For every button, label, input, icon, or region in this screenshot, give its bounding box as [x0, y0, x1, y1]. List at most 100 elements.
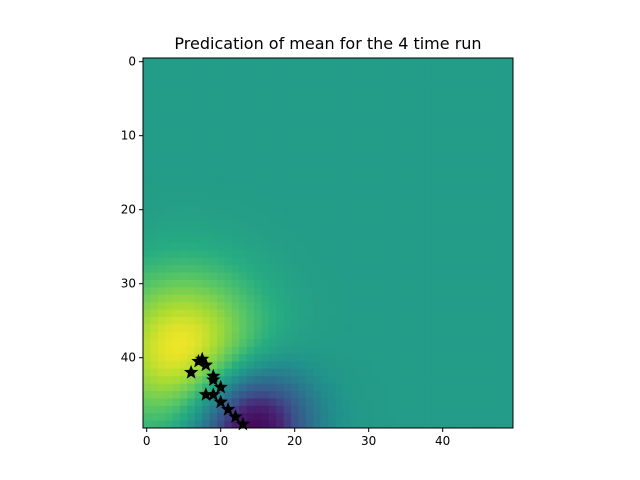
- heatmap-cell: [172, 324, 181, 333]
- heatmap-cell: [328, 161, 336, 170]
- heatmap-cell: [379, 176, 388, 185]
- heatmap-cell: [209, 354, 218, 362]
- heatmap-cell: [379, 317, 388, 325]
- heatmap-cell: [372, 368, 381, 377]
- heatmap-cell: [268, 250, 277, 259]
- heatmap-cell: [505, 213, 514, 222]
- heatmap-cell: [298, 398, 307, 407]
- heatmap-cell: [424, 376, 433, 385]
- heatmap-cell: [187, 124, 196, 133]
- heatmap-cell: [439, 257, 447, 266]
- heatmap-cell: [328, 169, 336, 177]
- heatmap-cell: [291, 346, 299, 355]
- heatmap-cell: [416, 294, 425, 303]
- heatmap-cell: [313, 250, 322, 259]
- heatmap-cell: [194, 280, 203, 288]
- heatmap-cell: [150, 376, 159, 385]
- heatmap-cell: [143, 109, 151, 118]
- heatmap-cell: [261, 132, 270, 140]
- heatmap-cell: [172, 124, 181, 133]
- heatmap-cell: [202, 243, 211, 251]
- heatmap-cell: [387, 294, 396, 303]
- heatmap-cell: [217, 354, 225, 362]
- heatmap-cell: [194, 109, 203, 118]
- heatmap-cell: [268, 294, 277, 303]
- heatmap-cell: [276, 272, 285, 281]
- heatmap-cell: [416, 420, 425, 429]
- heatmap-cell: [217, 376, 225, 385]
- heatmap-cell: [439, 95, 447, 103]
- heatmap-cell: [150, 317, 159, 325]
- heatmap-cell: [372, 183, 381, 192]
- heatmap-cell: [476, 272, 484, 281]
- heatmap-cell: [453, 87, 462, 96]
- heatmap-cell: [468, 132, 477, 140]
- heatmap-cell: [328, 228, 336, 237]
- heatmap-cell: [402, 405, 410, 414]
- heatmap-cell: [372, 213, 381, 222]
- heatmap-cell: [372, 346, 381, 355]
- heatmap-cell: [298, 287, 307, 296]
- heatmap-cell: [246, 72, 255, 81]
- heatmap-cell: [439, 302, 447, 311]
- heatmap-cell: [350, 191, 359, 200]
- heatmap-cell: [217, 161, 225, 170]
- heatmap-cell: [505, 324, 514, 333]
- heatmap-cell: [402, 87, 410, 96]
- heatmap-cell: [490, 243, 499, 251]
- heatmap-cell: [431, 346, 440, 355]
- heatmap-cell: [305, 235, 314, 244]
- heatmap-cell: [150, 420, 159, 429]
- heatmap-cell: [320, 265, 329, 274]
- heatmap-cell: [468, 183, 477, 192]
- heatmap-cell: [409, 161, 418, 170]
- heatmap-cell: [357, 72, 366, 81]
- heatmap-cell: [172, 139, 181, 148]
- heatmap-cell: [276, 124, 285, 133]
- heatmap-cell: [283, 80, 292, 89]
- heatmap-cell: [461, 324, 470, 333]
- heatmap-cell: [180, 206, 188, 214]
- heatmap-cell: [505, 124, 514, 133]
- heatmap-cell: [157, 339, 166, 348]
- heatmap-cell: [350, 383, 359, 392]
- heatmap-cell: [261, 80, 270, 89]
- heatmap-cell: [394, 95, 403, 103]
- heatmap-cell: [180, 383, 188, 392]
- heatmap-cell: [468, 331, 477, 340]
- heatmap-cell: [342, 346, 351, 355]
- heatmap-cell: [409, 368, 418, 377]
- heatmap-cell: [276, 220, 285, 229]
- heatmap-cell: [224, 398, 233, 407]
- heatmap-cell: [505, 383, 514, 392]
- heatmap-cell: [180, 102, 188, 111]
- heatmap-cell: [202, 102, 211, 111]
- heatmap-cell: [402, 132, 410, 140]
- heatmap-cell: [498, 368, 507, 377]
- heatmap-cell: [402, 383, 410, 392]
- heatmap-cell: [231, 213, 240, 222]
- heatmap-cell: [335, 206, 344, 214]
- heatmap-cell: [468, 302, 477, 311]
- heatmap-cell: [180, 117, 188, 126]
- heatmap-cell: [246, 354, 255, 362]
- heatmap-cell: [409, 383, 418, 392]
- heatmap-cell: [143, 58, 151, 66]
- heatmap-cell: [335, 361, 344, 370]
- heatmap-cell: [446, 243, 455, 251]
- heatmap-cell: [209, 383, 218, 392]
- heatmap-cell: [261, 169, 270, 177]
- heatmap-cell: [172, 339, 181, 348]
- heatmap-cell: [439, 317, 447, 325]
- heatmap-cell: [387, 102, 396, 111]
- heatmap-cell: [328, 154, 336, 163]
- heatmap-cell: [424, 169, 433, 177]
- heatmap-cell: [446, 250, 455, 259]
- heatmap-cell: [276, 109, 285, 118]
- heatmap-cell: [172, 154, 181, 163]
- heatmap-cell: [335, 331, 344, 340]
- heatmap-cell: [446, 206, 455, 214]
- heatmap-cell: [365, 154, 373, 163]
- heatmap-cell: [490, 124, 499, 133]
- heatmap-cell: [372, 191, 381, 200]
